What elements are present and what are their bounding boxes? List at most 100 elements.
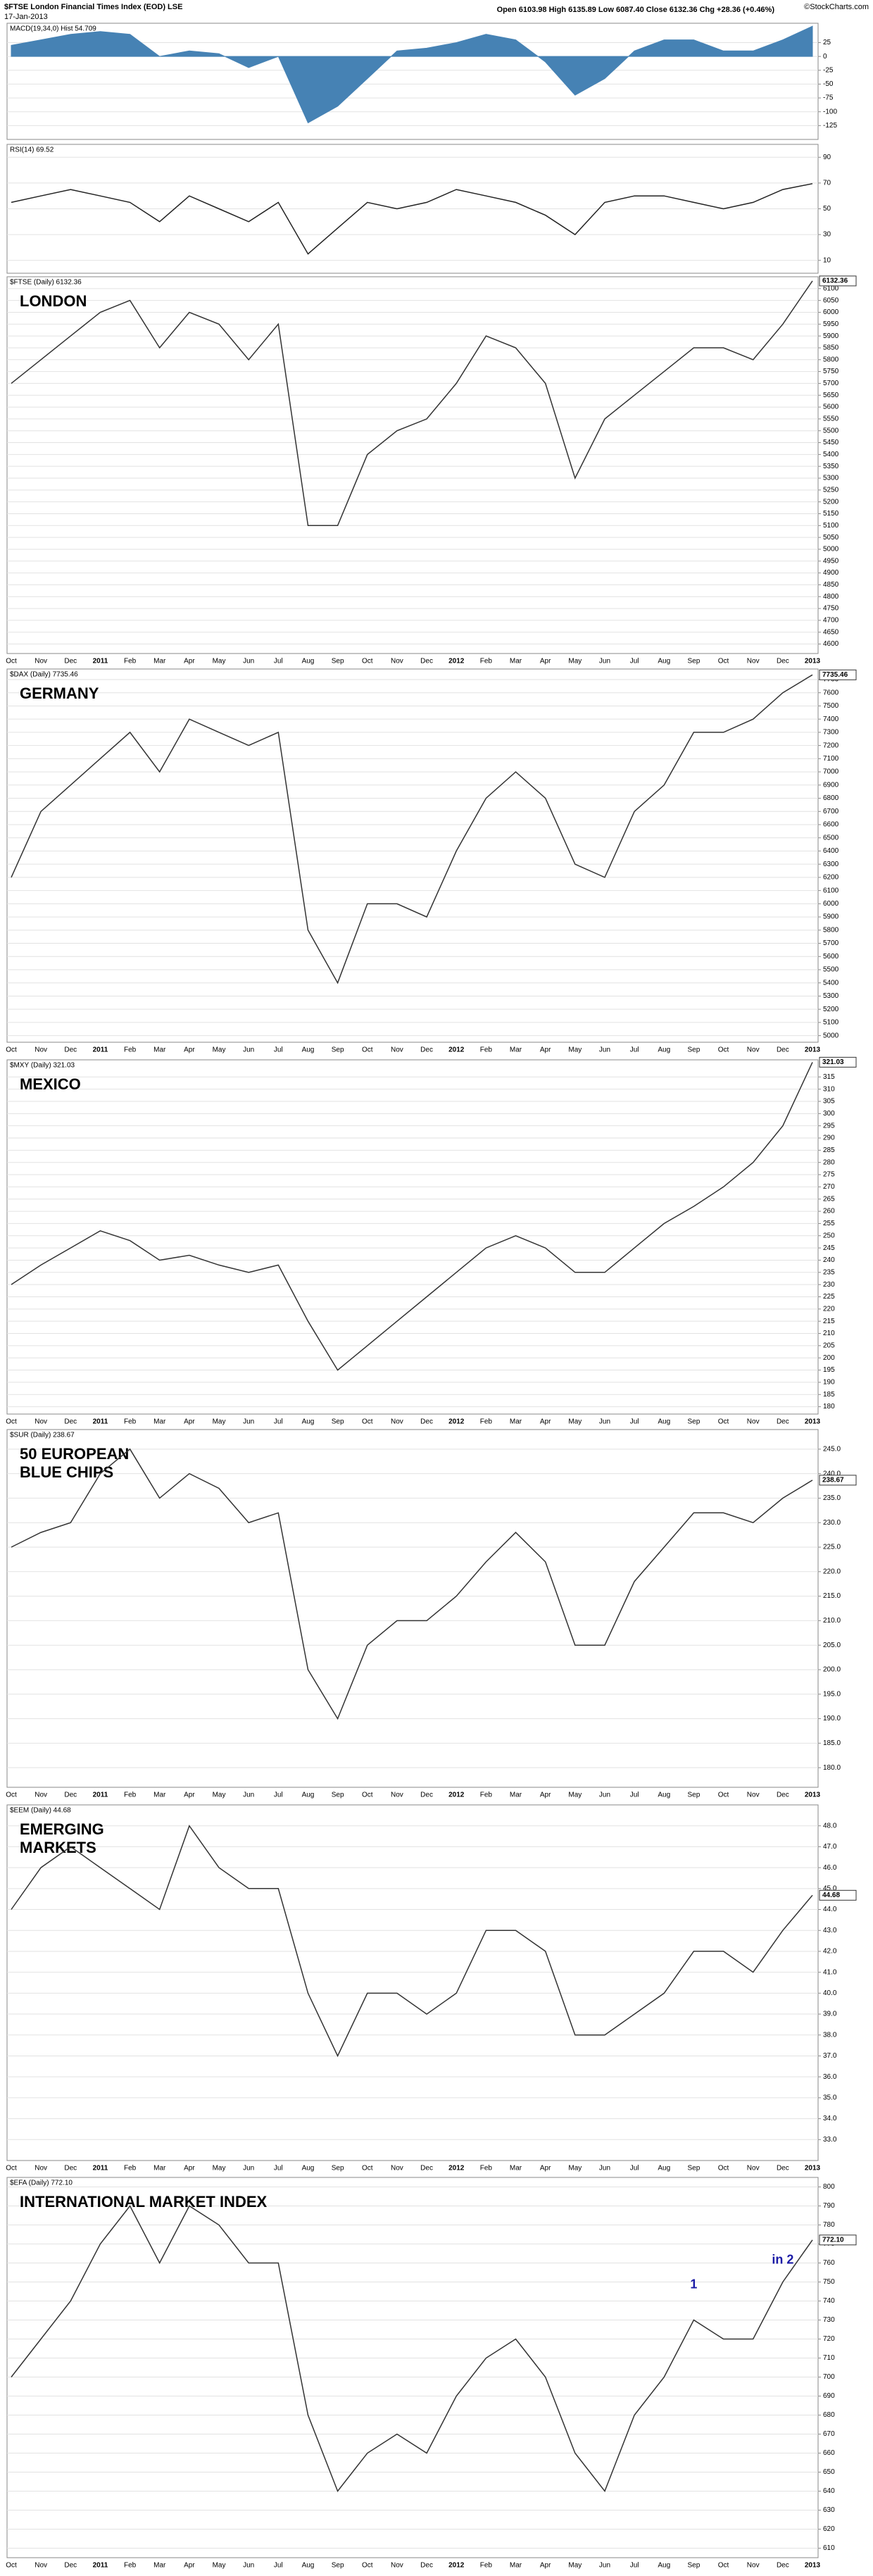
y-tick-label: 285 <box>823 1146 835 1154</box>
y-tick-label: 215.0 <box>823 1592 841 1600</box>
x-tick-label: 2013 <box>805 1418 821 1426</box>
y-tick-label: 5350 <box>823 463 839 470</box>
price-line <box>11 1448 813 1720</box>
y-tick-label: 5500 <box>823 427 839 434</box>
x-tick-label: Nov <box>34 2165 47 2172</box>
y-tick-label: 640 <box>823 2487 835 2495</box>
x-tick-label: Oct <box>362 658 373 665</box>
x-tick-label: Oct <box>362 2165 373 2172</box>
x-tick-label: Dec <box>64 1418 77 1426</box>
x-tick-label: Oct <box>718 1046 729 1054</box>
y-tick-label: 620 <box>823 2525 835 2533</box>
x-tick-label: Mar <box>510 1792 522 1799</box>
x-tick-label: Nov <box>391 1792 403 1799</box>
x-tick-label: 2011 <box>93 658 108 665</box>
panel-frame <box>6 1059 819 1415</box>
x-tick-label: Jun <box>243 2562 254 2570</box>
annotation: in 2 <box>772 2252 793 2266</box>
y-tick-label: 38.0 <box>823 2031 837 2039</box>
x-tick-label: Jul <box>630 1792 639 1799</box>
y-tick-label: 4950 <box>823 557 839 565</box>
y-tick-label: 245.0 <box>823 1445 841 1453</box>
y-tick-label: 260 <box>823 1208 835 1215</box>
x-tick-label: Dec <box>64 2165 77 2172</box>
y-tick-label: 45.0 <box>823 1884 837 1892</box>
x-tick-label: Mar <box>510 2562 522 2570</box>
y-tick-label: 185 <box>823 1391 835 1399</box>
x-tick-label: Jul <box>274 1792 283 1799</box>
y-tick-label: 42.0 <box>823 1948 837 1956</box>
y-tick-label: 650 <box>823 2468 835 2476</box>
x-tick-label: Dec <box>64 1792 77 1799</box>
y-tick-label: 200 <box>823 1354 835 1362</box>
x-tick-label: Dec <box>777 1792 789 1799</box>
x-tick-label: Dec <box>64 1046 77 1054</box>
y-tick-label: 780 <box>823 2221 835 2229</box>
x-tick-label: Oct <box>6 1792 17 1799</box>
x-tick-label: Mar <box>153 658 166 665</box>
x-tick-label: Aug <box>658 1418 670 1426</box>
y-tick-label: 230 <box>823 1281 835 1289</box>
panel-frame <box>6 23 819 140</box>
y-tick-label: 5850 <box>823 344 839 352</box>
x-tick-label: Sep <box>332 1046 344 1054</box>
x-tick-label: May <box>568 2562 582 2570</box>
y-tick-label: 690 <box>823 2392 835 2400</box>
y-tick-label: 610 <box>823 2544 835 2552</box>
x-tick-label: Aug <box>658 658 670 665</box>
x-tick-label: Oct <box>6 1046 17 1054</box>
y-tick-label: 5650 <box>823 392 839 399</box>
x-tick-label: Dec <box>64 658 77 665</box>
panel-frame <box>6 276 819 654</box>
x-tick-label: Jun <box>599 1418 610 1426</box>
x-tick-label: Jul <box>274 1418 283 1426</box>
y-tick-label: 6300 <box>823 861 839 868</box>
x-tick-label: Sep <box>688 658 701 665</box>
panel-label: EMERGING <box>20 1820 104 1838</box>
y-tick-label: 90 <box>823 154 831 161</box>
y-tick-label: 265 <box>823 1195 835 1203</box>
y-tick-label: 710 <box>823 2354 835 2362</box>
y-tick-label: 240.0 <box>823 1470 841 1477</box>
x-tick-label: Feb <box>124 2562 137 2570</box>
x-tick-label: Dec <box>64 2562 77 2570</box>
y-tick-label: 46.0 <box>823 1864 837 1872</box>
x-tick-label: Jun <box>599 658 610 665</box>
y-tick-label: 670 <box>823 2430 835 2438</box>
x-tick-label: Nov <box>747 1418 760 1426</box>
x-tick-label: Nov <box>34 658 47 665</box>
x-tick-label: 2013 <box>805 2165 821 2172</box>
y-tick-label: 5300 <box>823 992 839 1000</box>
x-tick-label: Aug <box>302 1046 315 1054</box>
last-value-box <box>819 275 857 287</box>
y-tick-label: 5100 <box>823 522 839 530</box>
panel-title: MACD(19,34,0) Hist 54.709 <box>10 25 96 33</box>
y-tick-label: 6800 <box>823 794 839 802</box>
y-tick-label: 39.0 <box>823 2011 837 2018</box>
header-quote: Open 6103.98 High 6135.89 Low 6087.40 Cl… <box>497 6 775 14</box>
y-tick-label: 37.0 <box>823 2052 837 2060</box>
x-tick-label: Apr <box>184 2165 195 2172</box>
x-tick-label: Jul <box>630 1418 639 1426</box>
y-tick-label: 5450 <box>823 439 839 446</box>
x-tick-label: Nov <box>391 1046 403 1054</box>
panel-label: 50 EUROPEAN <box>20 1445 129 1463</box>
x-tick-label: Sep <box>332 1792 344 1799</box>
x-tick-label: May <box>568 1792 582 1799</box>
x-tick-label: 2013 <box>805 2562 821 2570</box>
y-tick-label: 48.0 <box>823 1822 837 1830</box>
x-tick-label: Apr <box>540 1046 551 1054</box>
x-tick-label: 2012 <box>448 1046 465 1054</box>
panel-label: INTERNATIONAL MARKET INDEX <box>20 2193 268 2211</box>
x-tick-label: Nov <box>391 1418 403 1426</box>
y-tick-label: 270 <box>823 1183 835 1191</box>
x-tick-label: Feb <box>480 2165 493 2172</box>
panel-frame <box>6 1804 819 2161</box>
x-tick-label: 2012 <box>448 1418 465 1426</box>
y-tick-label: 740 <box>823 2297 835 2305</box>
y-tick-label: 5600 <box>823 953 839 961</box>
x-tick-label: Jul <box>630 1046 639 1054</box>
panel-label: MEXICO <box>20 1075 81 1093</box>
x-tick-label: Jul <box>630 2165 639 2172</box>
